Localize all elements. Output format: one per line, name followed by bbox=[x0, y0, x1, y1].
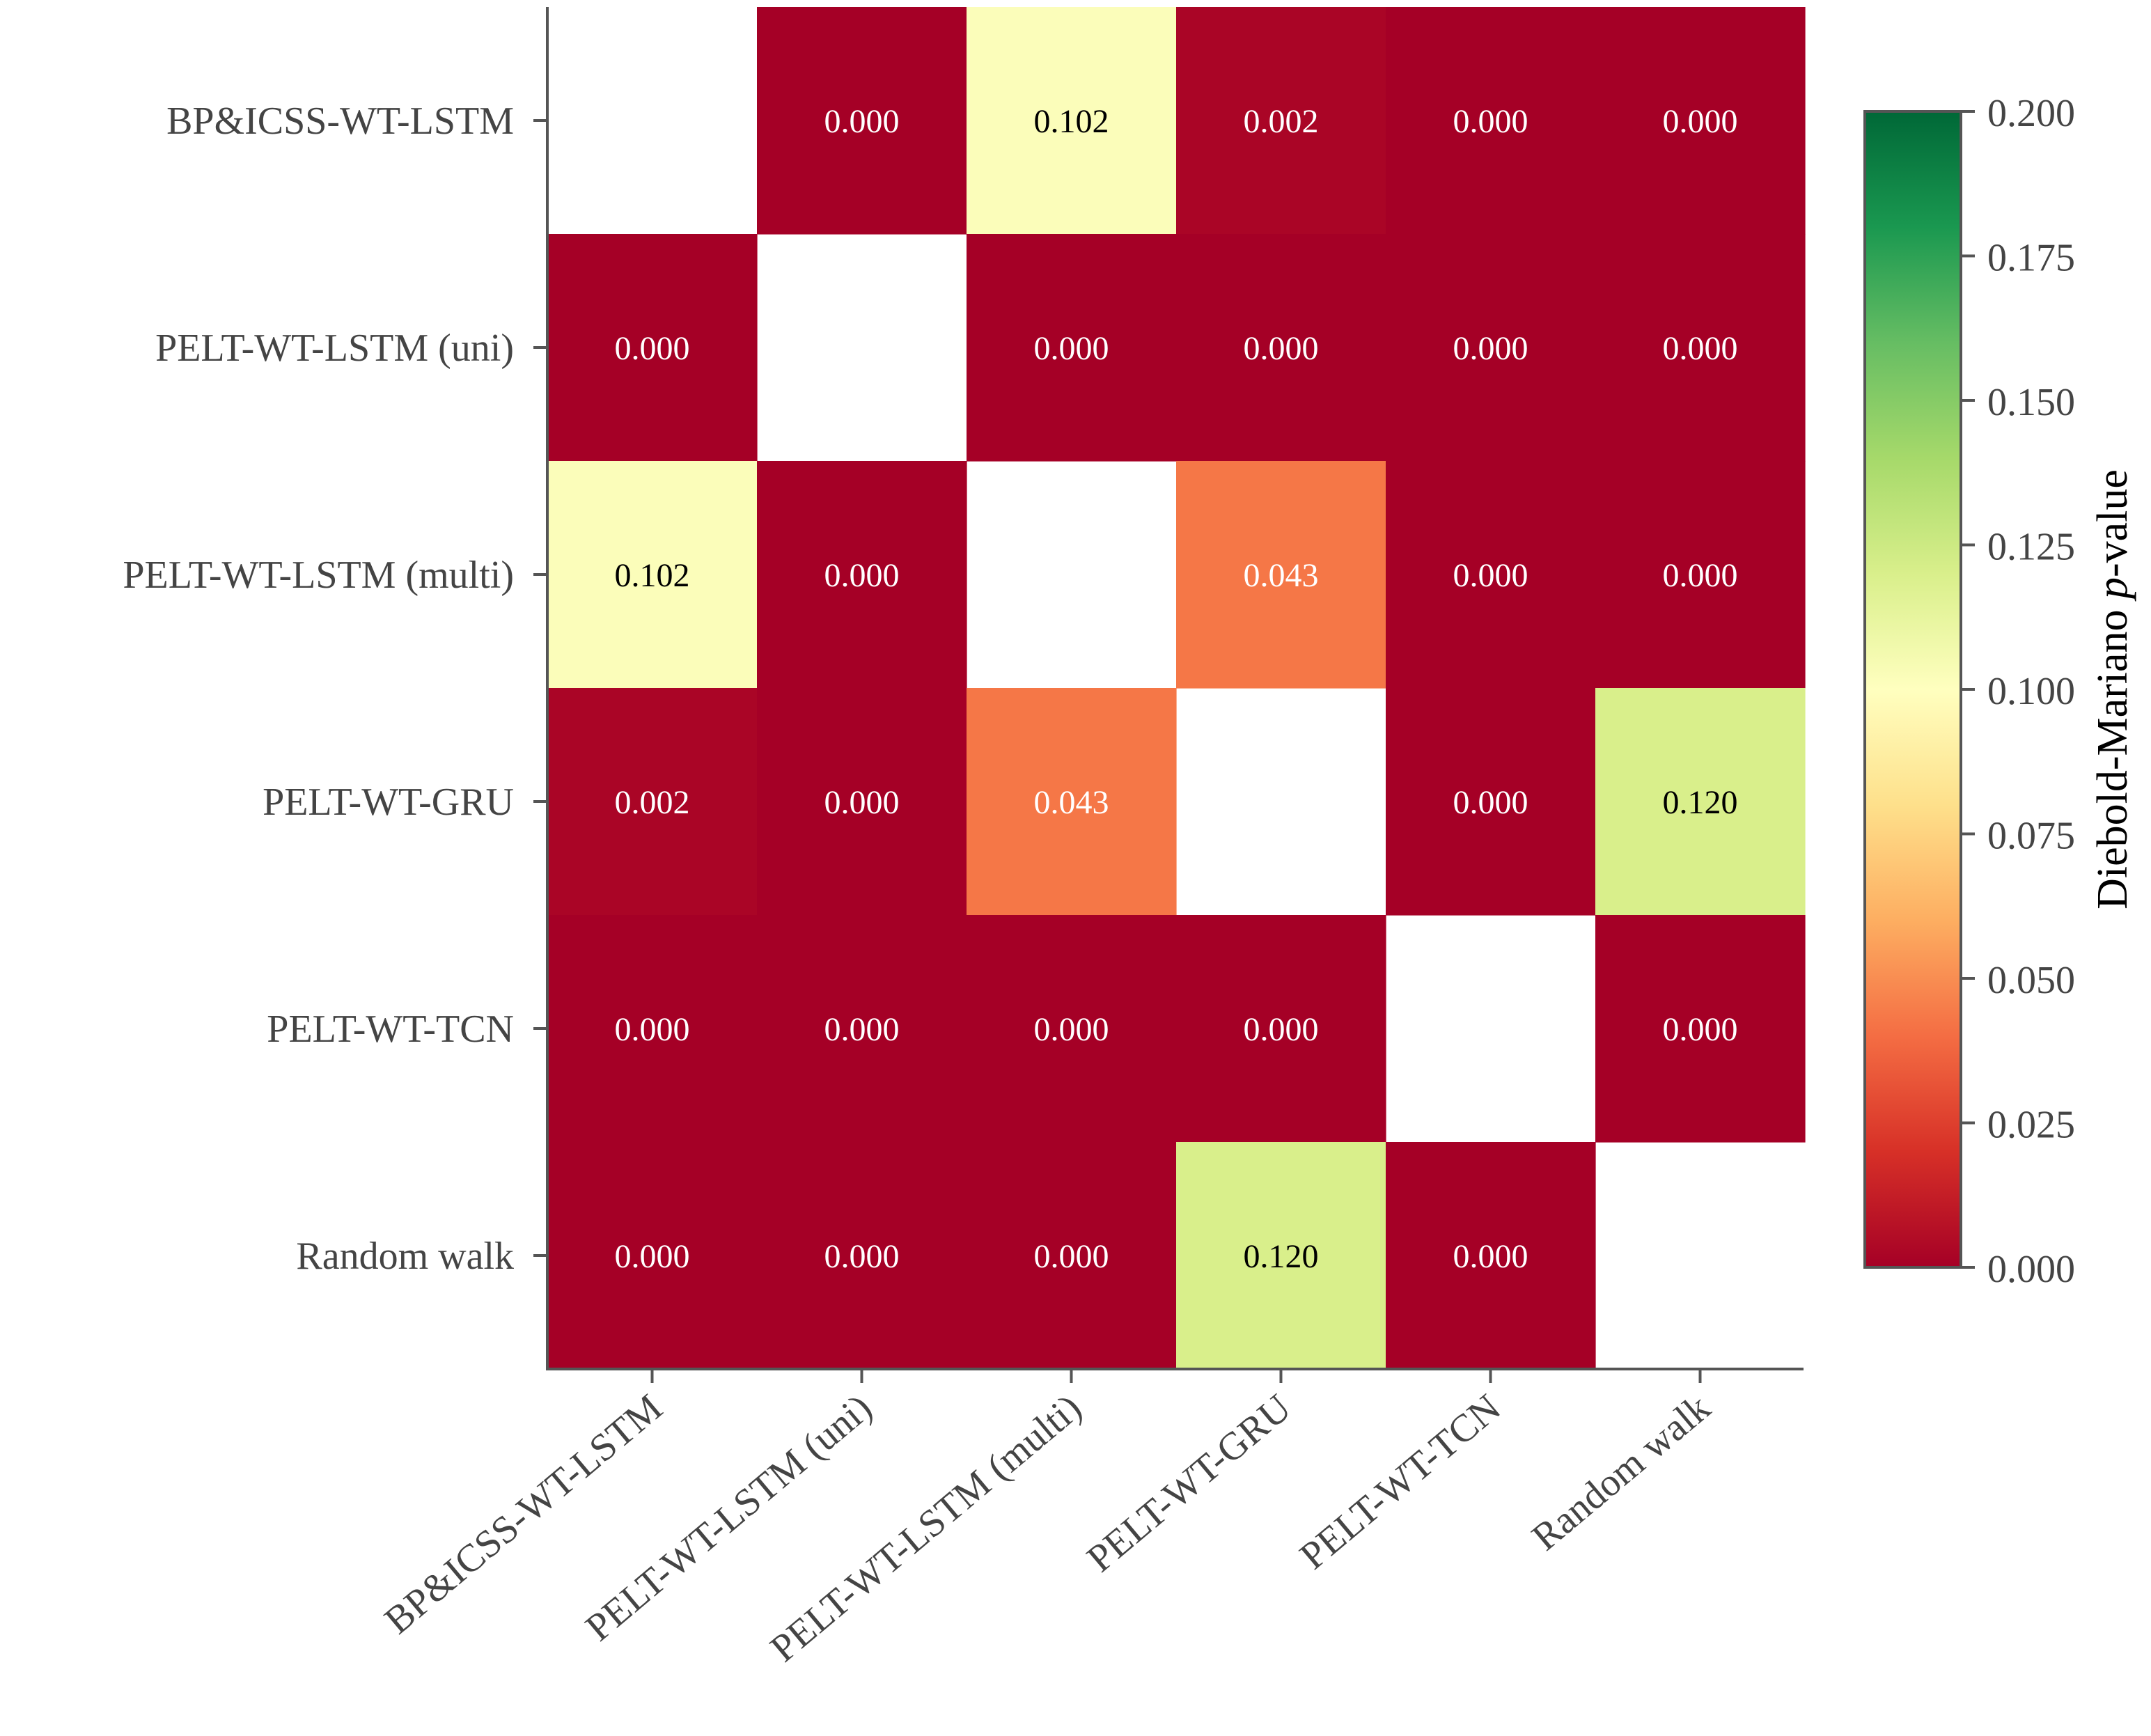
heatmap-cell bbox=[757, 7, 967, 235]
heatmap-cell bbox=[1595, 688, 1806, 916]
colorbar-tick-label: 0.075 bbox=[1987, 815, 2075, 858]
cell-value-label: 0.000 bbox=[824, 557, 900, 594]
y-tick-label: BP&ICSS-WT-LSTM bbox=[166, 100, 514, 143]
colorbar-tick-label: 0.000 bbox=[1987, 1248, 2075, 1291]
cell-value-label: 0.000 bbox=[1663, 1011, 1738, 1048]
cell-value-label: 0.043 bbox=[1244, 557, 1319, 594]
heatmap-cell bbox=[757, 461, 967, 689]
y-tick-label: PELT-WT-GRU bbox=[263, 781, 514, 824]
cell-value-label: 0.000 bbox=[615, 1238, 690, 1275]
cell-value-label: 0.000 bbox=[1034, 330, 1109, 367]
heatmap-cell bbox=[547, 461, 758, 689]
cell-value-label: 0.000 bbox=[1453, 330, 1528, 367]
cell-value-label: 0.002 bbox=[1244, 103, 1319, 140]
colorbar-tick-label: 0.175 bbox=[1987, 237, 2075, 280]
cell-value-label: 0.000 bbox=[1453, 557, 1528, 594]
x-tick-label: Random walk bbox=[1524, 1386, 1719, 1558]
colorbar-label-italic: p bbox=[2089, 577, 2136, 602]
heatmap-cell bbox=[967, 1142, 1177, 1370]
cell-value-label: 0.120 bbox=[1244, 1238, 1319, 1275]
colorbar-tick-label: 0.150 bbox=[1987, 381, 2075, 424]
heatmap-cell bbox=[757, 688, 967, 916]
y-tick-label: Random walk bbox=[296, 1235, 514, 1278]
heatmap-cells bbox=[547, 7, 1806, 1370]
y-tick-label: PELT-WT-LSTM (multi) bbox=[123, 554, 514, 597]
colorbar-tick-label: 0.025 bbox=[1987, 1104, 2075, 1147]
cell-value-label: 0.000 bbox=[1034, 1238, 1109, 1275]
cell-value-label: 0.000 bbox=[1244, 1011, 1319, 1048]
cell-value-label: 0.000 bbox=[615, 1011, 690, 1048]
heatmap-cell bbox=[1176, 7, 1386, 235]
heatmap-cell bbox=[1176, 234, 1386, 462]
heatmap-cell bbox=[757, 1142, 967, 1370]
colorbar-label-suffix: -value bbox=[2089, 469, 2136, 577]
cell-value-label: 0.000 bbox=[824, 1011, 900, 1048]
x-tick-label: PELT-WT-GRU bbox=[1079, 1386, 1299, 1581]
colorbar-tick-label: 0.125 bbox=[1987, 526, 2075, 569]
cell-value-label: 0.000 bbox=[615, 330, 690, 367]
heatmap-cell bbox=[547, 688, 758, 916]
heatmap-cell bbox=[1386, 7, 1596, 235]
cell-value-label: 0.000 bbox=[824, 1238, 900, 1275]
heatmap-cell bbox=[547, 234, 758, 462]
heatmap-cell bbox=[1176, 1142, 1386, 1370]
cell-value-label: 0.000 bbox=[824, 103, 900, 140]
cell-value-label: 0.000 bbox=[1453, 103, 1528, 140]
colorbar-tick-label: 0.100 bbox=[1987, 670, 2075, 713]
colorbar-label: Diebold-Mariano p-value bbox=[2089, 469, 2136, 909]
cell-value-label: 0.000 bbox=[824, 784, 900, 821]
x-tick-label: PELT-WT-TCN bbox=[1292, 1386, 1509, 1577]
cell-value-label: 0.043 bbox=[1034, 784, 1109, 821]
heatmap-cell bbox=[1176, 915, 1386, 1143]
heatmap-cell bbox=[967, 234, 1177, 462]
colorbar-tick-label: 0.050 bbox=[1987, 959, 2075, 1002]
colorbar-tick-label: 0.200 bbox=[1987, 92, 2075, 135]
heatmap-cell bbox=[1595, 234, 1806, 462]
heatmap-cell bbox=[1595, 915, 1806, 1143]
cell-value-label: 0.102 bbox=[615, 557, 690, 594]
colorbar-gradient bbox=[1865, 111, 1961, 1267]
colorbar-ticks: 0.000 0.025 0.050 0.075 0.100 0.125 0.150 0.175… bbox=[1961, 92, 2075, 1291]
cell-value-label: 0.000 bbox=[1663, 330, 1738, 367]
heatmap-cell-labels: 0.000 0.102 0.002 0.000 0.000 0.000 0.000 0.000… bbox=[615, 103, 1738, 1275]
cell-value-label: 0.000 bbox=[1453, 784, 1528, 821]
heatmap-cell bbox=[547, 1142, 758, 1370]
heatmap-cell bbox=[547, 915, 758, 1143]
heatmap-cell bbox=[1176, 461, 1386, 689]
heatmap-cell bbox=[967, 688, 1177, 916]
colorbar: 0.000 0.025 0.050 0.075 0.100 0.125 0.150 0.175… bbox=[1863, 92, 2136, 1291]
colorbar-label-prefix: Diebold-Mariano bbox=[2089, 599, 2136, 909]
heatmap-cell bbox=[967, 915, 1177, 1143]
y-tick-label: PELT-WT-LSTM (uni) bbox=[155, 327, 514, 370]
y-axis-ticks: BP&ICSS-WT-LSTM PELT-WT-LSTM (uni) PELT-WT… bbox=[123, 100, 547, 1278]
cell-value-label: 0.000 bbox=[1453, 1238, 1528, 1275]
heatmap-cell bbox=[1386, 234, 1596, 462]
y-tick-label: PELT-WT-TCN bbox=[267, 1008, 514, 1051]
cell-value-label: 0.002 bbox=[615, 784, 690, 821]
cell-value-label: 0.000 bbox=[1244, 330, 1319, 367]
heatmap-cell bbox=[1386, 461, 1596, 689]
cell-value-label: 0.102 bbox=[1034, 103, 1109, 140]
heatmap-cell bbox=[757, 915, 967, 1143]
cell-value-label: 0.000 bbox=[1663, 557, 1738, 594]
heatmap-cell bbox=[1386, 1142, 1596, 1370]
heatmap-axes bbox=[546, 7, 1804, 1370]
cell-value-label: 0.120 bbox=[1663, 784, 1738, 821]
cell-value-label: 0.000 bbox=[1663, 103, 1738, 140]
heatmap-cell bbox=[967, 7, 1177, 235]
cell-value-label: 0.000 bbox=[1034, 1011, 1109, 1048]
heatmap-cell bbox=[1595, 461, 1806, 689]
heatmap-cell bbox=[1386, 688, 1596, 916]
heatmap-cell bbox=[1595, 7, 1806, 235]
